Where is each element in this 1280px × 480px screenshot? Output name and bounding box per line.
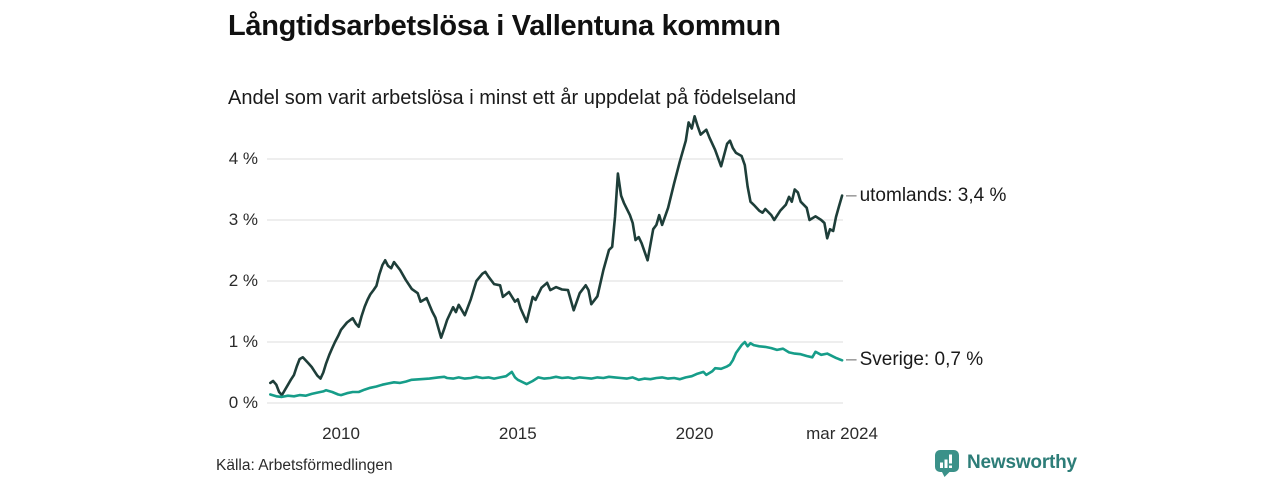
- series-label-Sverige: – Sverige: 0,7 %: [846, 348, 983, 372]
- brand-lockup: Newsworthy: [934, 449, 1077, 477]
- series-label-utomlands: – utomlands: 3,4 %: [846, 184, 1006, 208]
- source-note: Källa: Arbetsförmedlingen: [216, 457, 393, 474]
- y-tick-label: 0 %: [228, 393, 258, 412]
- brand-name: Newsworthy: [967, 452, 1077, 473]
- annotation-text: utomlands: 3,4 %: [859, 184, 1007, 206]
- y-tick-label: 4 %: [228, 149, 258, 168]
- x-tick-label: mar 2024: [806, 424, 878, 443]
- series-line-Sverige: [268, 340, 844, 399]
- annotation-leader-dash: –: [846, 184, 857, 206]
- y-tick-label: 3 %: [228, 210, 258, 229]
- x-tick-label: 2020: [675, 424, 714, 443]
- x-tick-label: 2010: [322, 424, 360, 443]
- page-title: Långtidsarbetslösa i Vallentuna kommun: [228, 10, 781, 42]
- newsworthy-logo-icon: [935, 450, 959, 477]
- x-tick-label: 2015: [498, 424, 537, 443]
- chart-subtitle: Andel som varit arbetslösa i minst ett å…: [228, 87, 797, 109]
- annotation-text: Sverige: 0,7 %: [859, 349, 984, 371]
- y-tick-label: 1 %: [228, 332, 258, 351]
- annotation-leader-dash: –: [846, 349, 857, 371]
- series-line-utomlands: [268, 115, 844, 397]
- y-tick-label: 2 %: [228, 271, 258, 290]
